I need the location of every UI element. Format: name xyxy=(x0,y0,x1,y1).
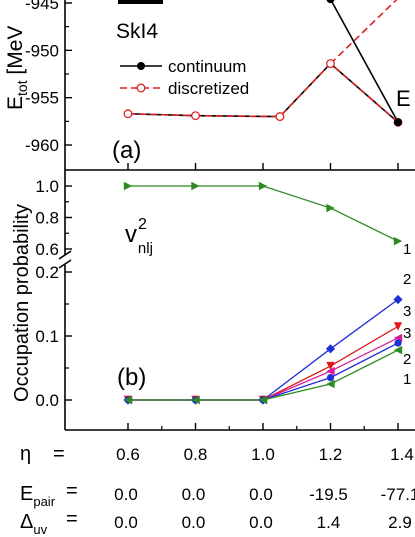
data-point-b xyxy=(123,181,133,191)
table-cell: 0.0 xyxy=(249,513,273,532)
legend-marker-continuum xyxy=(137,62,145,70)
data-point-b xyxy=(326,361,335,371)
table-cell: 0.0 xyxy=(182,513,206,532)
series-end-label: 2 xyxy=(403,351,411,368)
y-axis-label-b: Occupation probability xyxy=(11,204,33,402)
y-tick-label-b: 0.8 xyxy=(35,209,59,228)
data-point-a xyxy=(326,59,335,69)
series-end-label: 3 xyxy=(403,303,411,320)
table-row-label-sub: uv xyxy=(33,522,47,537)
annotation-v2nlj: v2 nlj xyxy=(125,216,153,257)
table-row-label: η xyxy=(20,443,31,465)
side-label: E xyxy=(396,86,411,111)
data-point-a xyxy=(191,111,200,121)
table-cell: 1.4 xyxy=(390,445,414,464)
data-point-b xyxy=(326,367,335,376)
table-cell: 2.9 xyxy=(388,513,412,532)
annotation-sup: 2 xyxy=(138,216,147,233)
data-point-a xyxy=(275,112,285,122)
force-label: SkI4 xyxy=(116,20,158,43)
data-point-b xyxy=(326,203,335,213)
y-tick-label-b: 1.0 xyxy=(35,177,59,196)
data-point-b xyxy=(394,339,402,347)
table-cell: 0.0 xyxy=(114,485,138,504)
series-line-a xyxy=(330,0,399,123)
series-line-a xyxy=(329,0,398,65)
legend-label-continuum: continuum xyxy=(168,57,246,76)
series-end-label: 1 xyxy=(403,371,411,388)
y-tick-label-b: 0.1 xyxy=(35,327,59,346)
data-point-b xyxy=(326,379,335,389)
data-point-b xyxy=(258,395,268,405)
y-tick-label-b: 0.0 xyxy=(35,391,59,410)
table-row-label: Epair xyxy=(20,483,56,509)
table-row-label: Δuv xyxy=(20,511,48,537)
force-label-bar xyxy=(118,0,163,4)
panel-label-a: (a) xyxy=(112,137,141,164)
table-cell: 0.6 xyxy=(116,445,140,464)
data-point-b xyxy=(393,294,403,305)
data-point-b xyxy=(393,322,403,331)
table-row-equals: = xyxy=(66,508,78,530)
series-end-label: 2 xyxy=(403,271,411,288)
y-tick-label-a: -955 xyxy=(25,89,59,108)
series-line-b xyxy=(128,337,399,401)
y-tick-label-b: 0.6 xyxy=(35,240,59,259)
y-tick-label-b: 0.2 xyxy=(35,263,59,282)
data-point-b xyxy=(393,236,403,246)
series-end-label: 1 xyxy=(403,241,411,258)
table-cell: -77.1 xyxy=(381,485,415,504)
data-point-b xyxy=(123,395,133,405)
data-point-b xyxy=(393,345,403,355)
table-cell: 0.0 xyxy=(114,513,138,532)
series-line-a xyxy=(127,62,399,123)
table-cell: -19.5 xyxy=(309,485,348,504)
legend-label-discretized: discretized xyxy=(168,79,249,98)
table-cell: 0.8 xyxy=(184,445,208,464)
table-row-equals: = xyxy=(53,443,65,465)
series-end-label: 3 xyxy=(403,325,411,342)
data-point-b xyxy=(326,374,335,382)
table-cell: 1.4 xyxy=(317,513,341,532)
annotation-sub: nlj xyxy=(138,240,153,257)
table-row-label-main: Δ xyxy=(20,511,33,533)
table-cell: 1.0 xyxy=(251,445,275,464)
axis-break-mark-1 xyxy=(58,250,72,260)
data-point-b xyxy=(325,344,336,354)
y-tick-label-a: -950 xyxy=(25,41,59,60)
data-point-a xyxy=(123,109,133,119)
series-line-b xyxy=(128,342,399,401)
y-tick-label-a: -960 xyxy=(25,136,59,155)
data-point-a xyxy=(326,0,335,4)
table-row-label-main: η xyxy=(20,443,31,465)
parameter-table: η = 0.6 0.8 1.0 1.2 1.4 Epair = 0.0 0.0 0.0 -19.5 -77… xyxy=(20,443,415,537)
axis-break-mark-2 xyxy=(58,259,72,269)
panel-a: -945 -950 -955 -960 Etot [MeV SkI4 continuum di… xyxy=(4,0,415,171)
data-point-b xyxy=(191,181,200,191)
annotation-main: v xyxy=(125,221,137,248)
data-point-b xyxy=(258,181,268,191)
y-axis-label-a-sub: tot xyxy=(14,80,30,96)
series-line-b xyxy=(128,185,399,242)
table-row-label-sub: pair xyxy=(33,494,55,509)
table-cell: 1.2 xyxy=(319,445,343,464)
data-point-a xyxy=(394,118,402,127)
table-row-label-main: E xyxy=(20,483,33,505)
data-point-b xyxy=(191,395,200,405)
panel-label-b: (b) xyxy=(117,364,146,391)
y-tick-label-a: -945 xyxy=(25,0,59,13)
y-axis-label-a-unit: [MeV xyxy=(4,26,27,81)
data-point-b xyxy=(393,333,403,343)
y-axis-label-a: Etot [MeV xyxy=(4,26,30,110)
y-axis-label-a-main: E xyxy=(4,96,27,110)
table-cell: 0.0 xyxy=(182,485,206,504)
table-cell: 0.0 xyxy=(249,485,273,504)
legend-marker-discretized xyxy=(136,83,146,93)
table-row-equals: = xyxy=(66,480,78,502)
